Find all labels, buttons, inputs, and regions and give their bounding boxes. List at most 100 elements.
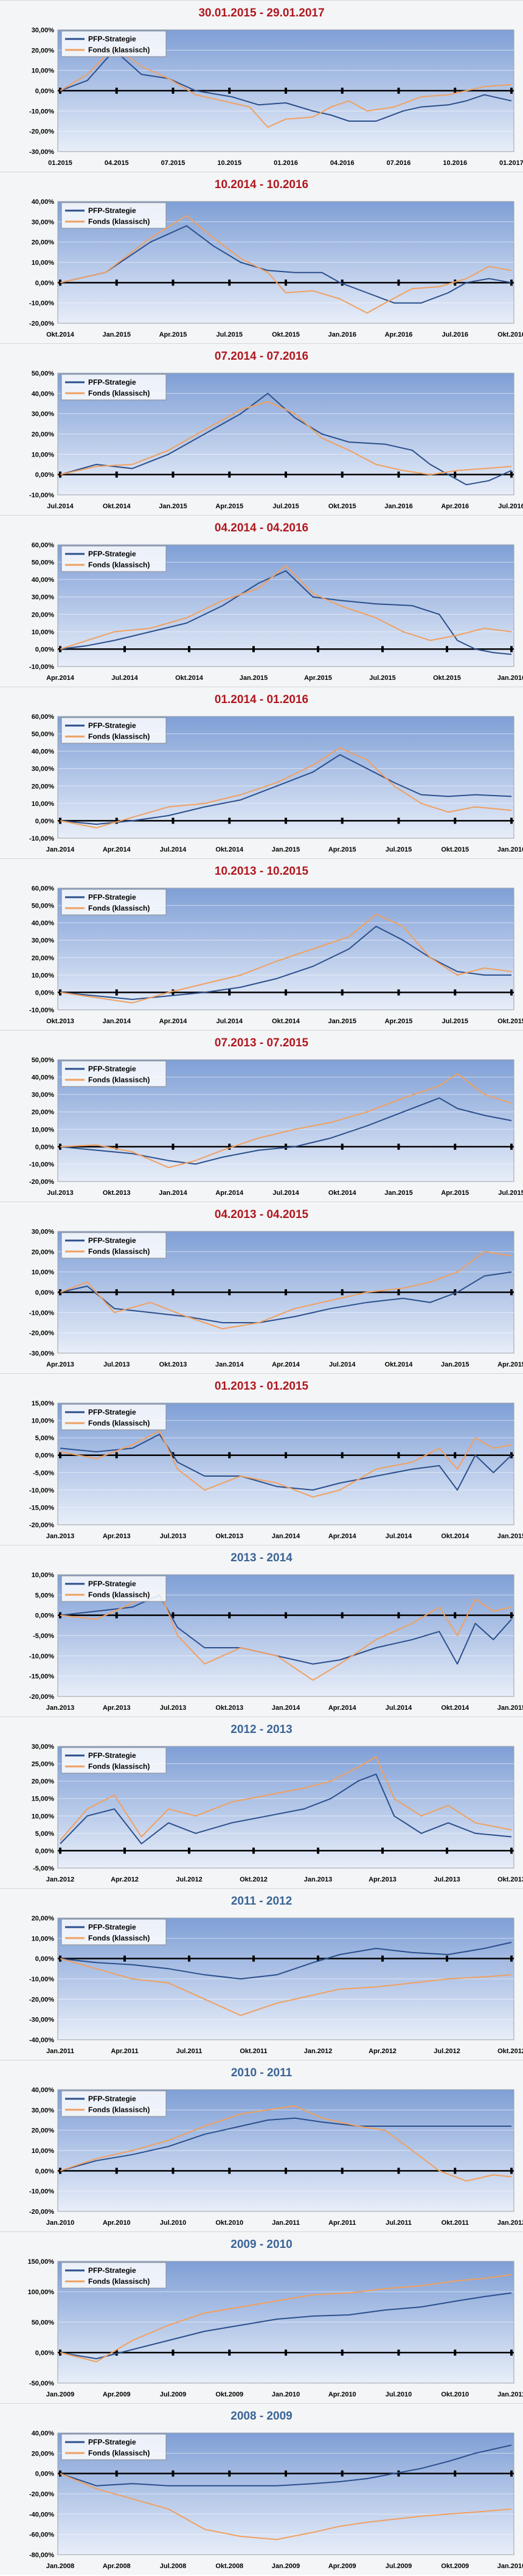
y-tick-label: 10,00%	[32, 629, 55, 636]
series-line	[60, 1773, 512, 1844]
legend-label: PFP-Strategie	[88, 721, 136, 730]
line-chart: 60,00% 50,00% 40,00% 30,00% 20,00% 10,00% 0,00…	[29, 713, 523, 853]
baseline-marker	[285, 471, 287, 478]
legend-label: Fonds (klassisch)	[88, 1762, 150, 1771]
y-tick-label: 30,00%	[32, 594, 55, 601]
baseline-marker	[510, 279, 513, 286]
y-tick-label: -20,00%	[29, 2208, 54, 2216]
baseline-marker	[454, 817, 457, 824]
baseline-marker	[123, 1955, 126, 1962]
x-tick-label: Jan.2014	[46, 846, 75, 853]
x-tick-label: Apr.2011	[111, 2048, 138, 2055]
y-tick-label: -10,00%	[29, 1487, 54, 1494]
baseline-marker	[397, 989, 400, 996]
chart-panel: 2008 - 2009 40,00% 20,00% 0,00% -20,00% -40,0…	[0, 2403, 523, 2575]
legend-label: Fonds (klassisch)	[88, 1591, 150, 1599]
legend-label: PFP-Strategie	[88, 35, 136, 43]
y-tick-label: 0,00%	[35, 1847, 54, 1855]
y-tick-label: 5,00%	[35, 1830, 54, 1838]
y-tick-label: -40,00%	[29, 2037, 54, 2044]
y-tick-label: 50,00%	[32, 370, 55, 377]
baseline-marker	[454, 279, 457, 286]
baseline-marker	[252, 646, 255, 653]
series-line	[60, 401, 512, 475]
y-tick-label: 40,00%	[32, 2087, 55, 2094]
x-tick-label: Okt.2015	[441, 846, 469, 853]
baseline-marker	[454, 989, 457, 996]
y-tick-label: 30,00%	[32, 219, 55, 226]
x-tick-label: Apr.2015	[215, 503, 243, 510]
x-tick-label: 07.2016	[387, 159, 411, 167]
legend-label: Fonds (klassisch)	[88, 2449, 150, 2457]
y-tick-label: 60,00%	[32, 542, 55, 549]
legend-label: PFP-Strategie	[88, 2266, 136, 2275]
series-line	[60, 570, 512, 655]
x-tick-label: Apr.2015	[159, 331, 187, 338]
x-tick-label: Jul.2010	[386, 2391, 412, 2398]
x-tick-label: Jan.2010	[272, 2391, 300, 2398]
baseline-marker	[341, 88, 344, 94]
y-tick-label: 30,00%	[32, 937, 55, 945]
x-tick-label: Okt.2009	[441, 2563, 469, 2570]
baseline-marker	[171, 2350, 175, 2356]
chart-panel: 2009 - 2010 150,00% 100,00% 50,00% 0,00% -50,…	[0, 2231, 523, 2403]
y-tick-label: 40,00%	[32, 390, 55, 397]
baseline-marker	[228, 817, 231, 824]
x-tick-label: Jan.2014	[103, 1018, 131, 1025]
baseline-marker	[454, 2350, 457, 2356]
x-tick-label: Jul.2009	[386, 2563, 412, 2570]
y-tick-label: 50,00%	[32, 903, 55, 910]
y-tick-label: 30,00%	[32, 1228, 55, 1236]
x-tick-label: Jul.2015	[386, 846, 412, 853]
x-tick-label: Jan.2013	[304, 1876, 332, 1883]
legend	[61, 2090, 167, 2117]
baseline-marker	[285, 817, 287, 824]
baseline-marker	[59, 1847, 61, 1854]
y-tick-label: -5,00%	[33, 1469, 54, 1477]
baseline-marker	[171, 1289, 175, 1295]
baseline-marker	[510, 817, 513, 824]
baseline-marker	[397, 1289, 400, 1295]
x-tick-label: Jul.2013	[103, 1361, 130, 1368]
x-tick-label: Jan.2015	[272, 846, 300, 853]
legend	[61, 1060, 167, 1087]
series-line	[60, 215, 512, 314]
x-tick-label: Apr.2016	[441, 503, 469, 510]
baseline-marker	[123, 646, 126, 653]
y-tick-label: -30,00%	[29, 2017, 54, 2024]
legend	[61, 1575, 167, 1602]
x-tick-label: Apr.2009	[328, 2563, 356, 2570]
y-tick-label: 20,00%	[32, 611, 55, 618]
legend-label: Fonds (klassisch)	[88, 561, 150, 569]
y-tick-label: -10,00%	[29, 1976, 54, 1983]
y-tick-label: 0,00%	[35, 2350, 54, 2357]
baseline-marker	[171, 2168, 175, 2174]
x-tick-label: Jan.2015	[441, 1361, 469, 1368]
x-tick-label: Okt.2013	[159, 1361, 187, 1368]
series-line	[60, 2274, 512, 2362]
x-tick-label: Apr.2014	[103, 846, 131, 853]
x-tick-label: Apr.2010	[328, 2391, 356, 2398]
baseline-marker	[171, 88, 175, 94]
line-chart: 60,00% 50,00% 40,00% 30,00% 20,00% 10,00% 0,00…	[29, 542, 523, 682]
x-tick-label: Okt.2010	[215, 2219, 243, 2227]
chart-title: 2011 - 2012	[230, 1895, 293, 1908]
series-line	[60, 1073, 512, 1169]
line-chart: 15,00% 10,00% 5,00% 0,00% -5,00% -10,00% -15,0…	[29, 1400, 523, 1540]
baseline-marker	[381, 1955, 384, 1962]
y-tick-label: 20,00%	[32, 239, 55, 247]
x-tick-label: Apr.2014	[328, 1704, 357, 1712]
y-tick-label: 40,00%	[32, 1074, 55, 1082]
y-tick-label: 20,00%	[32, 1915, 55, 1922]
baseline-marker	[397, 279, 400, 286]
y-tick-label: 10,00%	[32, 1572, 55, 1579]
legend-label: Fonds (klassisch)	[88, 217, 150, 226]
baseline-marker	[446, 1847, 448, 1854]
y-tick-label: -10,00%	[29, 2188, 54, 2196]
baseline-marker	[59, 1452, 61, 1458]
baseline-marker	[454, 2470, 457, 2477]
baseline-marker	[454, 1452, 457, 1458]
series-line	[60, 45, 512, 128]
baseline-marker	[171, 1612, 175, 1619]
y-tick-label: -10,00%	[29, 1653, 54, 1660]
